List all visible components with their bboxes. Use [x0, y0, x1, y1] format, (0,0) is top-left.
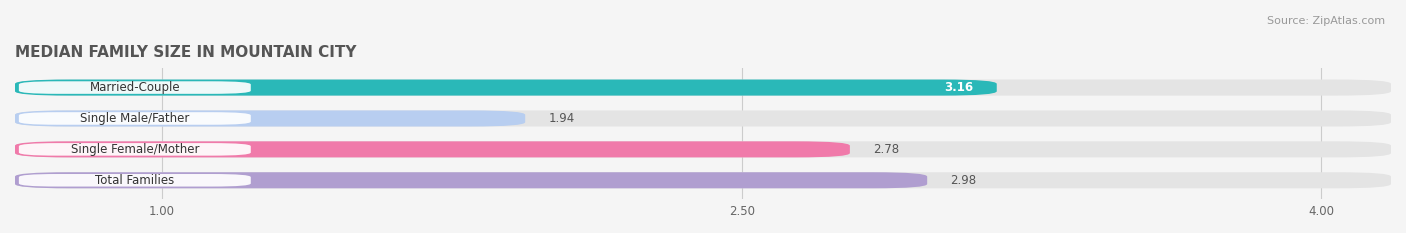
Text: Total Families: Total Families	[96, 174, 174, 187]
FancyBboxPatch shape	[18, 143, 250, 156]
FancyBboxPatch shape	[15, 110, 1391, 127]
Text: Single Female/Mother: Single Female/Mother	[70, 143, 200, 156]
Text: 3.16: 3.16	[945, 81, 973, 94]
FancyBboxPatch shape	[15, 79, 997, 96]
Text: Single Male/Father: Single Male/Father	[80, 112, 190, 125]
FancyBboxPatch shape	[15, 141, 849, 158]
Text: Source: ZipAtlas.com: Source: ZipAtlas.com	[1267, 16, 1385, 26]
Text: 2.98: 2.98	[950, 174, 977, 187]
Text: 1.94: 1.94	[548, 112, 575, 125]
Text: MEDIAN FAMILY SIZE IN MOUNTAIN CITY: MEDIAN FAMILY SIZE IN MOUNTAIN CITY	[15, 45, 357, 60]
FancyBboxPatch shape	[15, 110, 526, 127]
FancyBboxPatch shape	[15, 172, 927, 188]
FancyBboxPatch shape	[18, 174, 250, 187]
FancyBboxPatch shape	[18, 112, 250, 125]
FancyBboxPatch shape	[15, 172, 1391, 188]
FancyBboxPatch shape	[15, 79, 1391, 96]
Text: Married-Couple: Married-Couple	[90, 81, 180, 94]
FancyBboxPatch shape	[15, 141, 1391, 158]
FancyBboxPatch shape	[18, 81, 250, 94]
Text: 2.78: 2.78	[873, 143, 900, 156]
